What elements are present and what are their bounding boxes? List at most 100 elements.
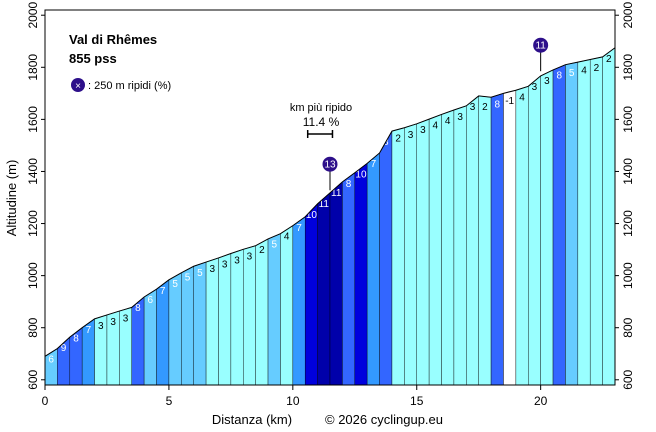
- segment-label: 9: [61, 343, 67, 354]
- segment-label: 2: [395, 134, 401, 145]
- segment-label: 4: [581, 65, 587, 76]
- segment-label: 11: [319, 199, 330, 210]
- steepest-km-value: 11.4 %: [303, 115, 340, 129]
- segment-bar: [317, 192, 331, 386]
- segment-bar: [441, 109, 455, 386]
- axis-ticks-layer: 0 5 10 15 20 600 600 800 800 1000 1000 1200 1200 1400…: [26, 2, 635, 408]
- segment-label: 3: [247, 252, 253, 263]
- segment-label: 6: [148, 295, 154, 306]
- segment-label: 8: [73, 334, 79, 345]
- y-tick-label-left: 1600: [26, 106, 40, 133]
- segment-bar: [552, 64, 566, 386]
- segment-bar: [416, 118, 430, 386]
- segment-bar: [267, 233, 281, 386]
- segment-label: 4: [519, 92, 525, 103]
- segment-bar: [379, 130, 393, 386]
- segment-label: 3: [210, 264, 216, 275]
- segment-label: 7: [296, 223, 302, 234]
- segment-bar: [218, 253, 232, 386]
- segment-label: 5: [271, 240, 277, 251]
- y-tick-label-right: 1800: [621, 54, 635, 81]
- y-tick-label-right: 2000: [621, 2, 635, 29]
- segment-bar: [230, 249, 244, 386]
- segment-label: 5: [172, 279, 178, 290]
- marker-circle: [533, 37, 549, 53]
- y-tick-label-left: 1800: [26, 54, 40, 81]
- segment-label: 11: [331, 188, 342, 199]
- marker-circle: [322, 156, 338, 172]
- segment-bar: [404, 123, 417, 386]
- y-tick-label-left: 1000: [26, 262, 40, 289]
- x-tick-label: 10: [286, 394, 300, 408]
- segment-label: 3: [532, 82, 538, 93]
- y-tick-label-left: 800: [26, 317, 40, 337]
- segment-label: 10: [355, 169, 367, 180]
- segment-bar: [540, 69, 554, 386]
- y-tick-label-right: 1400: [621, 158, 635, 185]
- y-tick-label-left: 1400: [26, 158, 40, 185]
- segment-label: 3: [234, 255, 240, 266]
- segment-bar: [243, 245, 256, 386]
- segment-label: 5: [197, 268, 203, 279]
- segment-bar: [255, 238, 269, 386]
- legend-marker-icon: [71, 78, 85, 92]
- segment-label: 7: [0, 0, 3, 3]
- segment-label: 8: [346, 179, 352, 190]
- segment-bar: [366, 152, 380, 386]
- segment-label: 5: [185, 272, 191, 283]
- x-tick-label: 0: [42, 394, 49, 408]
- segment-label: 3: [123, 313, 129, 324]
- segment-label: 3: [457, 112, 463, 123]
- segment-bar: [503, 89, 517, 386]
- segment-bar: [602, 47, 616, 386]
- segment-label: 3: [544, 76, 550, 87]
- segment-label: 3: [420, 125, 426, 136]
- y-tick-label-right: 1600: [621, 106, 635, 133]
- segment-bar: [342, 172, 355, 386]
- steepest-km-bracket: [306, 130, 334, 138]
- plot-frame: [44, 9, 616, 386]
- segment-bar: [391, 127, 405, 386]
- segments-layer: [44, 47, 616, 386]
- segment-label: 8: [556, 71, 562, 82]
- y-tick-label-left: 1200: [26, 210, 40, 237]
- segment-bar: [490, 93, 504, 386]
- chart-title: Val di Rhêmes: [69, 32, 157, 47]
- y-tick-label-right: 600: [621, 369, 635, 389]
- segment-bar: [453, 105, 467, 386]
- segment-label: 8: [135, 303, 141, 314]
- segment-bar: [478, 95, 492, 386]
- legend-marker-glyph: ×: [75, 81, 81, 92]
- segment-bar: [528, 75, 541, 386]
- segment-label: 7: [160, 286, 166, 297]
- x-tick-label: 20: [534, 394, 548, 408]
- segment-label: 7: [371, 159, 377, 170]
- segment-label: 4: [445, 116, 451, 127]
- profile-line: [44, 47, 616, 357]
- segment-label: 5: [569, 68, 575, 79]
- y-tick-label-right: 1200: [621, 210, 635, 237]
- legend-text: : 250 m ripidi (%): [88, 80, 171, 92]
- segment-label: 2: [594, 63, 600, 74]
- steepest-km-label: km più ripido: [290, 102, 352, 114]
- segment-bar: [205, 257, 219, 386]
- x-axis-label: Distanza (km): [212, 412, 292, 427]
- y-tick-label-right: 1000: [621, 262, 635, 289]
- segment-bar: [329, 181, 343, 386]
- segment-label: 2: [259, 245, 265, 256]
- segment-bar: [590, 56, 603, 386]
- segment-label: -1: [505, 96, 514, 107]
- segment-bar: [577, 59, 591, 386]
- marker-label: 13: [324, 160, 336, 171]
- segment-label: 2: [606, 54, 612, 65]
- segment-bar: [193, 261, 207, 386]
- segment-bar: [292, 216, 306, 386]
- marker-label: 11: [535, 41, 546, 52]
- segment-bar: [466, 95, 479, 386]
- chart-subtitle: 855 pss: [69, 51, 117, 66]
- y-tick-label-left: 600: [26, 369, 40, 389]
- segment-bar: [515, 86, 529, 386]
- y-axis-label: Altitudine (m): [4, 160, 19, 237]
- markers-layer: 13 11: [322, 37, 549, 191]
- copyright: © 2026 cyclingup.eu: [325, 412, 443, 427]
